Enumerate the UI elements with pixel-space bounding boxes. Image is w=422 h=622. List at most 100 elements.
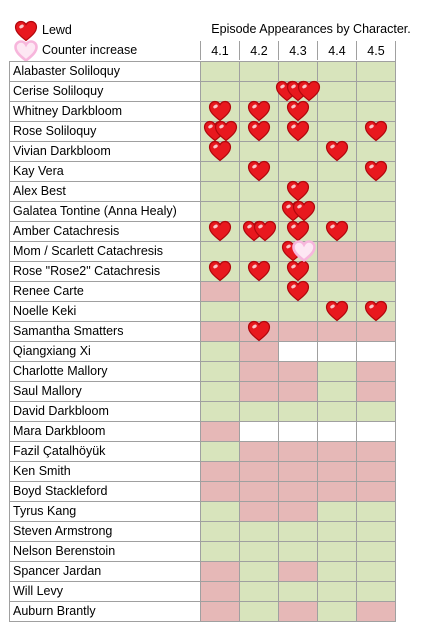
table-row: Spancer Jardan <box>9 561 396 581</box>
appearance-cell-appeared <box>356 61 395 81</box>
appearance-cell-absent <box>356 241 395 261</box>
appearance-cell-appeared <box>200 361 239 381</box>
appearance-cell-appeared <box>356 101 395 121</box>
table-right-border <box>395 41 396 622</box>
appearance-cell-absent <box>356 441 395 461</box>
table-row: Cerise Soliloquy <box>9 80 396 102</box>
legend-counter-label: Counter increase <box>42 43 138 57</box>
appearance-cell-appeared <box>278 401 317 421</box>
red-heart-icon <box>286 220 310 242</box>
red-heart-icon <box>286 180 310 202</box>
appearance-cell-absent <box>200 481 239 501</box>
table-row: Mom / Scarlett Catachresis <box>9 240 396 263</box>
red-heart-icon <box>247 260 271 282</box>
appearance-cell-appeared <box>200 241 239 261</box>
appearance-cell-absent <box>239 381 278 401</box>
table-row: Ken Smith <box>9 461 396 481</box>
appearance-cell-appeared <box>239 541 278 561</box>
appearance-cell-appeared <box>239 141 278 161</box>
character-name: Vivian Darkbloom <box>9 141 203 161</box>
appearance-cell-appeared <box>356 221 395 241</box>
appearance-cell-absent <box>200 421 239 441</box>
appearance-cell-appeared <box>278 141 317 161</box>
appearance-cell-appeared <box>278 61 317 81</box>
character-name: Mom / Scarlett Catachresis <box>9 241 203 261</box>
appearance-cell-appeared <box>356 81 395 101</box>
table-row: Kay Vera <box>9 160 396 182</box>
character-name: Noelle Keki <box>9 301 203 321</box>
appearance-cell-appeared <box>200 81 239 101</box>
appearance-cell-absent <box>278 501 317 521</box>
character-name: Spancer Jardan <box>9 561 203 581</box>
appearance-cell-appeared <box>278 541 317 561</box>
character-name: Saul Mallory <box>9 381 203 401</box>
pink-outline-heart-icon <box>291 240 316 263</box>
appearance-cell-appeared <box>317 181 356 201</box>
appearance-cell-appeared <box>239 521 278 541</box>
table-row: Alex Best <box>9 180 396 202</box>
appearance-cell-appeared <box>317 401 356 421</box>
table-row: Noelle Keki <box>9 300 396 322</box>
appearance-cell-appeared <box>356 541 395 561</box>
appearance-cell-absent <box>200 581 239 601</box>
appearance-cell-absent <box>356 481 395 501</box>
red-heart-icon <box>325 300 349 322</box>
red-heart-icon <box>325 140 349 162</box>
table-row: Vivian Darkbloom <box>9 140 396 162</box>
appearance-cell-absent <box>278 361 317 381</box>
character-name: Kay Vera <box>9 161 203 181</box>
character-name: Alabaster Soliloquy <box>9 61 203 81</box>
chart-title: Episode Appearances by Character. <box>211 22 411 36</box>
table-row: Will Levy <box>9 581 396 601</box>
appearance-cell-appeared <box>317 601 356 621</box>
table-row: David Darkbloom <box>9 401 396 421</box>
appearance-cell-appeared <box>278 161 317 181</box>
character-name: Charlotte Mallory <box>9 361 203 381</box>
appearance-cell-absent <box>317 321 356 341</box>
character-name: Renee Carte <box>9 281 203 301</box>
red-heart-icon <box>364 300 388 322</box>
appearance-cell-appeared <box>239 561 278 581</box>
character-name: Galatea Tontine (Anna Healy) <box>9 201 203 221</box>
episode-header: 4.1 <box>200 41 239 60</box>
appearance-cell-empty <box>317 421 356 441</box>
character-name: Qiangxiang Xi <box>9 341 203 361</box>
table-row: Qiangxiang Xi <box>9 341 396 361</box>
appearance-cell-appeared <box>200 181 239 201</box>
table-row: Nelson Berenstoin <box>9 541 396 561</box>
red-heart-icon <box>14 20 38 42</box>
character-name: Cerise Soliloquy <box>9 81 203 101</box>
appearance-cell-absent <box>200 461 239 481</box>
appearance-cell-appeared <box>317 281 356 301</box>
appearance-cell-appeared <box>317 541 356 561</box>
appearance-cell-appeared <box>200 161 239 181</box>
red-heart-icon <box>286 260 310 282</box>
episode-header: 4.3 <box>278 41 317 60</box>
appearance-cell-appeared <box>317 501 356 521</box>
table-row: Charlotte Mallory <box>9 361 396 381</box>
appearance-cell-absent <box>317 241 356 261</box>
red-heart-icon <box>253 220 277 242</box>
table-row: Whitney Darkbloom <box>9 100 396 122</box>
appearance-cell-appeared <box>356 141 395 161</box>
appearance-cell-appeared <box>239 61 278 81</box>
appearance-cell-appeared <box>239 281 278 301</box>
appearance-cell-appeared <box>356 581 395 601</box>
appearance-cell-appeared <box>317 201 356 221</box>
table-row: Rose "Rose2" Catachresis <box>9 260 396 282</box>
appearance-cell-absent <box>239 501 278 521</box>
appearance-cell-appeared <box>200 401 239 421</box>
character-name: Tyrus Kang <box>9 501 203 521</box>
character-name: Whitney Darkbloom <box>9 101 203 121</box>
red-heart-icon <box>208 100 232 122</box>
appearance-cell-empty <box>317 341 356 361</box>
appearance-cell-appeared <box>356 181 395 201</box>
appearance-cell-appeared <box>356 561 395 581</box>
appearance-cell-appeared <box>317 521 356 541</box>
appearance-cell-absent <box>356 461 395 481</box>
character-name: Rose Soliloquy <box>9 121 203 141</box>
appearance-cell-appeared <box>200 441 239 461</box>
episode-header: 4.4 <box>317 41 356 60</box>
table-row: Auburn Brantly <box>9 601 396 621</box>
red-heart-icon <box>247 120 271 142</box>
